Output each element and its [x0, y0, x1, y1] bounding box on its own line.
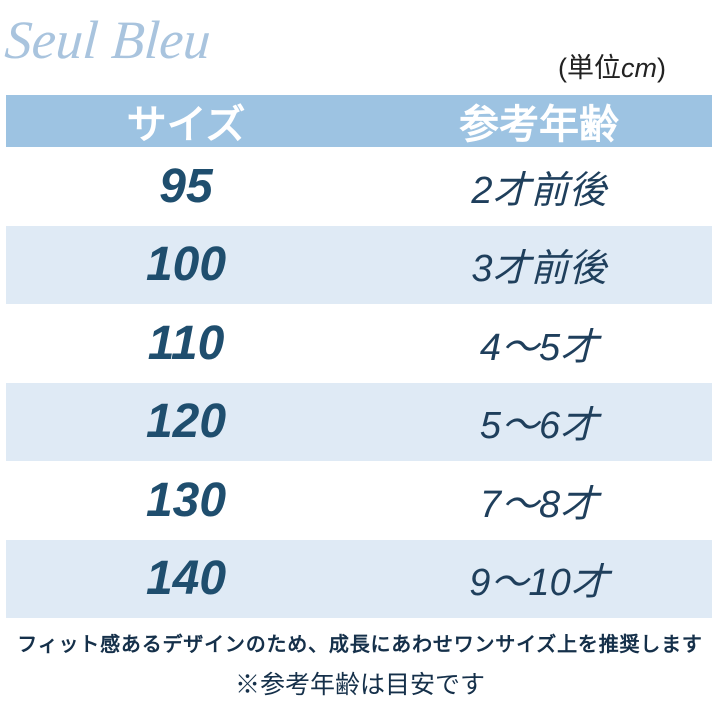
svg-text:Seul Bleu: Seul Bleu	[3, 10, 213, 70]
